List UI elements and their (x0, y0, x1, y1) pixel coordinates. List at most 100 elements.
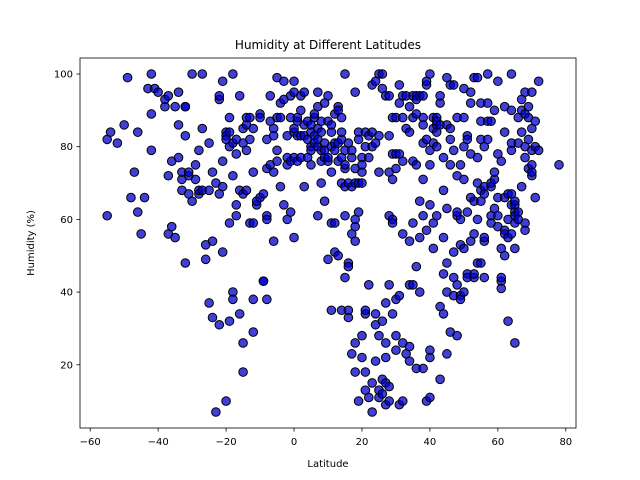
data-point (323, 152, 333, 163)
data-point (479, 232, 490, 243)
data-point (340, 160, 350, 170)
data-point (258, 276, 269, 286)
data-point (476, 258, 486, 268)
data-point (194, 145, 204, 156)
data-point (153, 87, 163, 97)
data-point (238, 338, 248, 348)
data-point (279, 76, 289, 87)
data-point (200, 254, 211, 265)
data-point (462, 134, 473, 145)
data-point (221, 396, 231, 406)
data-point (380, 298, 391, 308)
data-point (418, 91, 428, 101)
data-point (360, 367, 371, 377)
data-point (353, 207, 364, 217)
data-point (340, 210, 350, 221)
data-point (360, 305, 371, 316)
data-point (387, 218, 398, 228)
data-point (479, 272, 490, 283)
data-point (533, 145, 544, 156)
data-point (262, 294, 272, 305)
data-point (448, 80, 459, 90)
data-point (326, 167, 337, 177)
data-point (442, 258, 452, 268)
data-point (180, 258, 191, 268)
data-point (391, 163, 401, 174)
data-point (387, 309, 398, 319)
data-point (465, 98, 476, 108)
data-point (370, 309, 381, 319)
data-point (554, 160, 564, 170)
data-point (289, 76, 299, 87)
data-point (408, 280, 418, 290)
data-point (272, 145, 282, 156)
data-point (499, 250, 510, 261)
data-point (391, 345, 401, 356)
data-point (180, 130, 191, 141)
data-point (380, 352, 391, 363)
data-point (214, 319, 225, 330)
data-point (394, 80, 405, 90)
data-point (258, 189, 269, 199)
plot-frame (79, 57, 577, 429)
data-point (516, 127, 527, 137)
data-point (527, 167, 537, 177)
data-point (265, 91, 276, 101)
data-point (357, 330, 367, 341)
data-point (489, 167, 500, 177)
x-tick-label: −20 (216, 437, 237, 448)
data-point (384, 396, 394, 406)
data-point (241, 185, 252, 196)
data-point (438, 185, 449, 196)
data-point (346, 145, 357, 156)
data-point (523, 134, 534, 145)
x-axis-label: Latitude (307, 459, 348, 470)
data-point (391, 330, 401, 341)
data-point (493, 76, 503, 87)
data-point (404, 236, 415, 246)
data-point (394, 290, 405, 301)
data-point (404, 356, 415, 366)
data-point (346, 349, 357, 359)
y-tick-label: 100 (54, 69, 73, 80)
data-point (105, 127, 116, 137)
data-point (248, 123, 259, 134)
x-axis: −60 −40 −20 0 20 40 60 80 (80, 428, 572, 448)
data-point (374, 330, 384, 341)
data-point (367, 407, 377, 417)
data-point (414, 232, 425, 243)
data-point (197, 123, 208, 134)
data-point (146, 109, 157, 119)
data-point (469, 269, 479, 279)
data-point (197, 69, 208, 79)
data-point (350, 367, 360, 377)
data-point (452, 330, 462, 341)
data-point (516, 181, 527, 192)
data-point (428, 243, 439, 254)
data-point (469, 229, 479, 239)
x-tick-label: 60 (491, 437, 504, 448)
data-point (418, 174, 428, 185)
data-point (279, 200, 289, 210)
data-point (445, 134, 456, 145)
data-point (211, 407, 221, 417)
data-point (340, 272, 350, 283)
data-point (268, 236, 279, 246)
data-point (387, 174, 398, 185)
data-point (231, 210, 242, 221)
data-point (418, 210, 428, 221)
data-point (139, 192, 150, 203)
data-point (486, 116, 496, 127)
data-point (357, 352, 367, 363)
data-point (384, 280, 394, 290)
data-point (316, 178, 327, 188)
data-point (506, 69, 517, 79)
data-point (435, 374, 445, 385)
data-point (190, 160, 201, 170)
data-point (285, 207, 296, 217)
data-point (438, 152, 449, 163)
data-point (122, 72, 133, 83)
data-point (455, 160, 466, 170)
data-point (353, 134, 364, 145)
